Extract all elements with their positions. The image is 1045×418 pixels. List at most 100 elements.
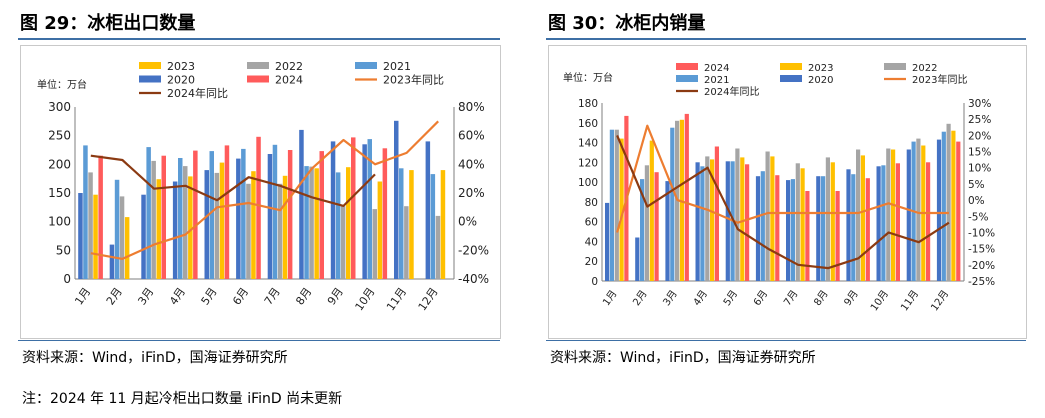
x-tick-label: 5月 [721,288,740,308]
y-tick-label: 20 [585,256,598,268]
bar-2022 [614,129,619,281]
bar-2022 [765,151,770,281]
legend-swatch [247,75,269,83]
bar-2022 [856,149,861,281]
y-tick-label: 80 [585,197,598,209]
y-tick-label: 0 [591,276,598,288]
legend-entry: 2020 [139,74,195,87]
legend-entry: 2023年同比 [884,73,967,86]
bar-2021 [146,147,151,279]
domestic-sales-chart: 单位：万台 2024 2023 2022 2021 2020 2023年同比 2024年同比 0… [563,63,995,314]
legend-label: 2021 [704,75,729,86]
legend-label: 2020 [808,75,833,86]
legend-label: 2024年同比 [167,86,228,100]
bar-2023 [891,149,896,281]
x-tick-label: 3月 [661,288,680,308]
bar-2020 [141,194,146,279]
bar-2022 [946,123,951,281]
bar-2020 [695,162,700,281]
bar-2022 [119,196,125,279]
legend-swatch [139,75,161,83]
bar-2023 [830,162,835,281]
y2-tick-label: 15% [968,147,991,159]
yoy-line [90,154,376,207]
bar-2023 [124,217,130,279]
bar-2022 [246,183,251,279]
bar-2024 [161,155,166,279]
x-tick-label: 2月 [630,288,649,308]
y2-tick-label: -20% [458,243,489,257]
x-tick-label: 10月 [353,285,378,313]
bar-2024 [956,141,961,281]
bar-2020 [267,154,273,279]
bar-2020 [172,181,178,279]
bar-2022 [795,163,800,281]
bar-2023 [619,138,624,281]
y-tick-label: 300 [48,100,71,114]
bar-2021 [241,148,246,279]
right-figure-title: 图 30：冰柜内销量 [548,13,706,34]
bar-2024 [684,113,689,282]
y2-tick-label: 5% [968,179,985,191]
bar-2024 [654,172,659,281]
export-volume-chart: 单位：万台 2023 2022 2021 2020 2024 2023年同比 2024年同比 0… [37,60,489,313]
legend-entry: 2024年同比 [139,86,228,100]
x-tick-label: 8月 [811,288,830,308]
y2-tick-label: -5% [968,211,988,223]
bar-2022 [372,209,377,279]
legend-label: 2021 [383,60,411,73]
bar-2022 [735,148,740,281]
y2-tick-label: -10% [968,227,995,239]
bar-2022 [644,165,649,281]
bar-2020 [78,193,83,279]
y-tick-label: 60 [585,217,598,229]
y2-tick-label: -40% [458,272,489,286]
y-tick-label: 160 [578,118,598,130]
y-tick-label: 120 [578,157,598,169]
yoy-line [616,124,949,233]
x-tick-label: 1月 [600,288,619,308]
legend-entry: 2021 [676,75,729,86]
y-tick-label: 250 [48,129,71,143]
bar-2023 [800,168,805,281]
bar-2022 [277,183,283,279]
legend-swatch [780,75,802,82]
bar-2022 [886,148,891,281]
legend-label: 2023 [808,63,833,74]
legend-swatch [355,62,377,69]
legend-label: 2024年同比 [704,85,759,98]
footnote: 注：2024 年 11 月起冷柜出口数量 iFinD 尚未更新 [22,391,343,407]
bar-2020 [109,244,115,279]
legend-entry: 2022 [247,60,303,73]
y2-tick-label: 40% [458,157,485,171]
bar-2023 [710,159,715,281]
x-tick-label: 2月 [104,285,125,307]
y2-tick-label: 0% [458,215,477,229]
bar-2021 [367,139,372,279]
bar-2021 [335,172,341,279]
yoy-line [90,120,439,260]
bar-2023 [282,175,288,279]
bar-2021 [399,168,404,279]
unit-label: 单位：万台 [563,71,613,84]
bar-2024 [865,178,870,281]
bar-2021 [760,171,765,281]
legend-label: 2023 [167,60,195,73]
bar-2020 [204,170,209,279]
legend-label: 2020 [167,74,195,87]
bar-2022 [88,172,93,279]
legend-entry: 2024 [247,74,303,87]
bar-2020 [394,120,399,279]
x-tick-label: 3月 [135,285,156,307]
bar-2023 [156,179,161,279]
legend-swatch [780,63,802,70]
bar-2024 [835,191,840,281]
bar-2021 [941,131,946,281]
bar-2021 [114,179,120,279]
bar-2023 [314,168,319,279]
x-tick-label: 10月 [868,288,891,314]
y2-tick-label: 25% [968,114,991,126]
legend-entry: 2024年同比 [676,85,759,98]
legend-entry: 2023年同比 [355,73,444,87]
bar-2023 [251,171,256,279]
